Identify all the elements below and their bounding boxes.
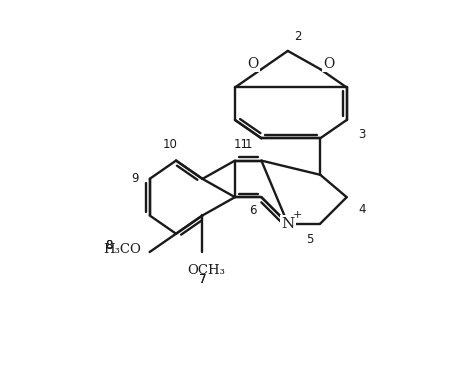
Text: 6: 6 <box>249 204 257 217</box>
Text: O: O <box>247 57 259 71</box>
Text: 9: 9 <box>132 172 139 186</box>
Text: H₃CO: H₃CO <box>103 243 141 257</box>
Text: 7: 7 <box>199 273 206 286</box>
Text: 8: 8 <box>105 239 113 252</box>
Text: 10: 10 <box>163 138 177 151</box>
Text: 2: 2 <box>294 30 301 43</box>
Text: 11: 11 <box>234 138 248 151</box>
Text: 7: 7 <box>199 273 206 286</box>
Text: OCH₃: OCH₃ <box>188 264 226 277</box>
Text: 8: 8 <box>105 239 113 252</box>
Text: O: O <box>323 57 334 71</box>
Text: +: + <box>292 210 302 220</box>
Text: 3: 3 <box>358 128 366 141</box>
Text: N: N <box>281 217 294 230</box>
Text: 4: 4 <box>358 203 366 216</box>
Text: 5: 5 <box>307 233 314 245</box>
Text: 1: 1 <box>245 138 252 151</box>
